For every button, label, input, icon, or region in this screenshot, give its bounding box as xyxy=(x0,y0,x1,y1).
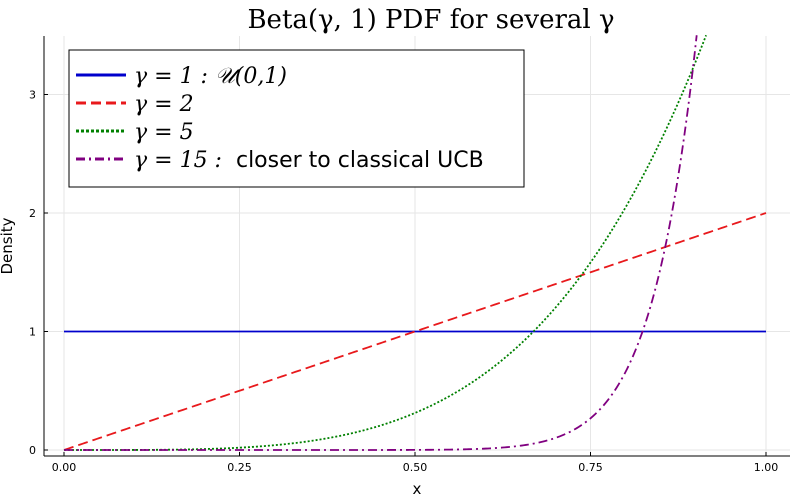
x-tick-label: 0.00 xyxy=(52,461,77,474)
series-lines xyxy=(63,34,767,451)
legend-label-text: closer to classical UCB xyxy=(236,148,484,173)
y-tick-label: 1 xyxy=(29,326,36,339)
legend-label-gamma-2: γ = 2 xyxy=(134,92,194,117)
y-tick-label: 3 xyxy=(29,89,36,102)
x-tick-label: 0.25 xyxy=(227,461,252,474)
series-line-gamma-2 xyxy=(63,212,767,451)
ticks: 0.00 0.25 0.50 0.75 1.00 0 1 2 3 xyxy=(29,89,778,475)
x-tick-label: 0.50 xyxy=(403,461,428,474)
y-tick-label: 2 xyxy=(29,207,36,220)
x-axis-label: x xyxy=(413,480,422,498)
legend-label-math: γ = 2 xyxy=(134,92,194,117)
series-line-gamma-5 xyxy=(64,34,707,451)
series-line-gamma-15 xyxy=(64,35,698,451)
x-tick-label: 1.00 xyxy=(754,461,779,474)
legend: γ = 1 : 𝒰(0,1) γ = 2 γ = 5 γ = 15 : closer t… xyxy=(68,49,525,188)
legend-box xyxy=(68,49,525,188)
y-tick-label: 0 xyxy=(29,444,36,457)
chart-title: Beta(γ, 1) PDF for several γ xyxy=(247,5,614,35)
legend-label-gamma-1: γ = 1 : 𝒰(0,1) xyxy=(134,64,287,89)
legend-label-math: γ = 1 : 𝒰(0,1) xyxy=(134,64,287,89)
y-axis-label: Density xyxy=(0,217,16,274)
legend-label-gamma-5: γ = 5 xyxy=(134,120,194,145)
legend-label-gamma-15: γ = 15 : closer to classical UCB xyxy=(134,148,484,173)
legend-label-math: γ = 5 xyxy=(134,120,194,145)
legend-label-math: γ = 15 : xyxy=(134,148,222,173)
x-tick-label: 0.75 xyxy=(578,461,603,474)
